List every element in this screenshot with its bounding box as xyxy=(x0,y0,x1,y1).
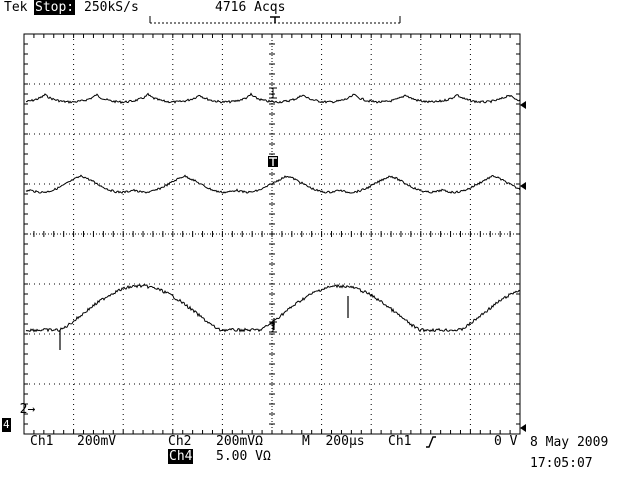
ch4-ground-marker: 4 xyxy=(2,418,11,432)
time-stamp: 17:05:07 xyxy=(530,456,593,471)
brand-label: Tek xyxy=(4,0,28,15)
acquisition-count: 4716 Acqs xyxy=(215,0,286,15)
ch1-scale: 200mV xyxy=(77,434,117,449)
date-stamp: 8 May 2009 xyxy=(530,435,609,450)
ch4-scale: 5.00 VΩ xyxy=(216,449,271,464)
ch2-label: Ch2 xyxy=(168,434,192,449)
trigger-level: 0 V xyxy=(494,434,518,449)
run-state-badge: Stop: xyxy=(34,0,76,15)
timebase: M 200μs xyxy=(302,434,365,449)
ch2-ground-marker: 2→ xyxy=(19,402,36,417)
sample-rate: 250kS/s xyxy=(84,0,139,15)
trigger-position-bar xyxy=(149,16,401,24)
rising-edge-icon xyxy=(426,436,436,448)
ch2-scale: 200mVΩ xyxy=(216,434,263,449)
graticule xyxy=(23,33,526,435)
trigger-source: Ch1 xyxy=(388,434,412,449)
ch4-label: Ch4 xyxy=(168,449,194,464)
waveform-traces xyxy=(25,87,521,350)
ch1-label: Ch1 xyxy=(30,434,54,449)
